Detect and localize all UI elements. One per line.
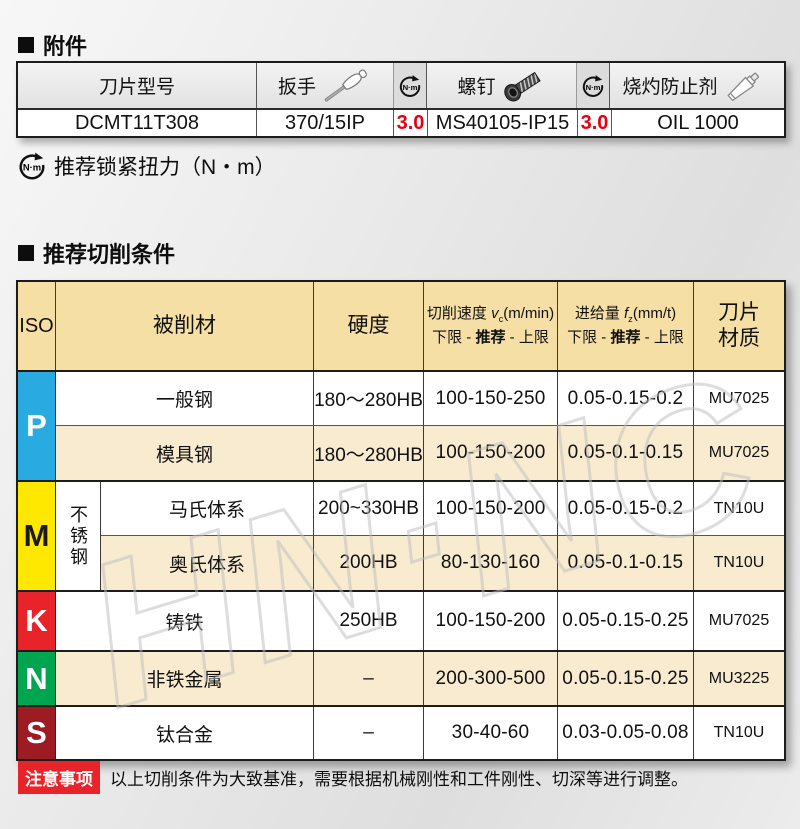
table-row: 奥氏体系 200HB 80-130-160 0.05-0.1-0.15 TN10… [101, 536, 784, 590]
table-row: 钛合金 – 30-40-60 0.03-0.05-0.08 TN10U [56, 707, 784, 759]
header-anti-seize: 烧灼防止剂 [610, 63, 782, 108]
header-blade-model: 刀片型号 [18, 63, 257, 108]
table-row: 模具钢 180～280HB 100-150-200 0.05-0.1-0.15 … [56, 426, 784, 480]
svg-text:N·m: N·m [586, 82, 601, 91]
table-row: 非铁金属 – 200-300-500 0.05-0.15-0.25 MU3225 [56, 652, 784, 705]
cutting-table: ISO 被削材 硬度 切削速度 vc(m/min) 下限 - 推荐 - 上限 进… [16, 280, 786, 761]
header-speed: 切削速度 vc(m/min) 下限 - 推荐 - 上限 [424, 282, 558, 370]
iso-letter-n: N [18, 652, 56, 705]
caution-note: 注意事项 以上切削条件为大致基准，需要根据机械刚性和工件刚性、切深等进行调整。 [18, 761, 688, 794]
table-row: 铸铁 250HB 100-150-200 0.05-0.15-0.25 MU70… [56, 592, 784, 650]
accessories-title-text: 附件 [43, 34, 88, 59]
iso-group-n: N 非铁金属 – 200-300-500 0.05-0.15-0.25 MU32… [18, 652, 784, 707]
header-grade: 刀片 材质 [718, 300, 760, 350]
header-wrench: 扳手 [257, 63, 394, 108]
square-bullet-icon [18, 245, 34, 261]
blade-model-value: DCMT11T308 [18, 110, 257, 136]
iso-group-p: P 一般钢 180～280HB 100-150-250 0.05-0.15-0.… [18, 372, 784, 482]
torque-icon: N·m [16, 150, 48, 182]
caution-badge: 注意事项 [18, 761, 100, 794]
wrench-icon [320, 67, 372, 105]
screw-value: MS40105-IP15 [428, 110, 578, 136]
torque-note-text: 推荐锁紧扭力（N・m） [54, 156, 276, 179]
accessories-table: 刀片型号 扳手 [16, 61, 786, 138]
svg-text:N·m: N·m [23, 162, 41, 173]
screw-icon [500, 67, 546, 105]
svg-text:N·m: N·m [403, 82, 418, 91]
header-iso: ISO [18, 282, 56, 370]
iso-group-s: S 钛合金 – 30-40-60 0.03-0.05-0.08 TN10U [18, 707, 784, 759]
iso-letter-m: M [18, 482, 56, 590]
header-material: 被削材 [56, 282, 314, 370]
caution-text: 以上切削条件为大致基准，需要根据机械刚性和工件刚性、切深等进行调整。 [110, 770, 688, 789]
iso-letter-k: K [18, 592, 56, 650]
torque-icon: N·m [580, 73, 606, 99]
wrench-torque-header: N·m [393, 63, 427, 108]
torque-note: N·m 推荐锁紧扭力（N・m） [16, 150, 276, 182]
tube-icon [722, 65, 770, 107]
stainless-steel-label: 不锈钢 [56, 482, 101, 590]
header-feed: 进给量 fz(mm/t) 下限 - 推荐 - 上限 [558, 282, 694, 370]
wrench-torque-value: 3.0 [394, 110, 428, 136]
accessories-table-row: DCMT11T308 370/15IP 3.0 MS40105-IP15 3.0… [18, 110, 784, 136]
wrench-value: 370/15IP [257, 110, 394, 136]
iso-group-m: M 不锈钢 马氏体系 200~330HB 100-150-200 0.05-0.… [18, 482, 784, 592]
iso-group-k: K 铸铁 250HB 100-150-200 0.05-0.15-0.25 MU… [18, 592, 784, 652]
square-bullet-icon [18, 37, 34, 53]
torque-icon: N·m [397, 73, 423, 99]
cutting-section-title: 推荐切削条件 [18, 237, 175, 269]
screw-torque-value: 3.0 [578, 110, 612, 136]
cutting-table-header: ISO 被削材 硬度 切削速度 vc(m/min) 下限 - 推荐 - 上限 进… [18, 282, 784, 372]
cutting-title-text: 推荐切削条件 [43, 242, 176, 267]
accessories-section-title: 附件 [18, 29, 87, 61]
accessories-table-header: 刀片型号 扳手 [18, 63, 784, 110]
anti-seize-value: OIL 1000 [657, 111, 739, 134]
header-screw: 螺钉 [427, 63, 577, 108]
iso-letter-p: P [18, 372, 56, 480]
iso-letter-s: S [18, 707, 56, 759]
screw-torque-header: N·m [576, 63, 610, 108]
header-hardness: 硬度 [314, 282, 424, 370]
table-row: 马氏体系 200~330HB 100-150-200 0.05-0.15-0.2… [101, 482, 784, 537]
table-row: 一般钢 180～280HB 100-150-250 0.05-0.15-0.2 … [56, 372, 784, 427]
